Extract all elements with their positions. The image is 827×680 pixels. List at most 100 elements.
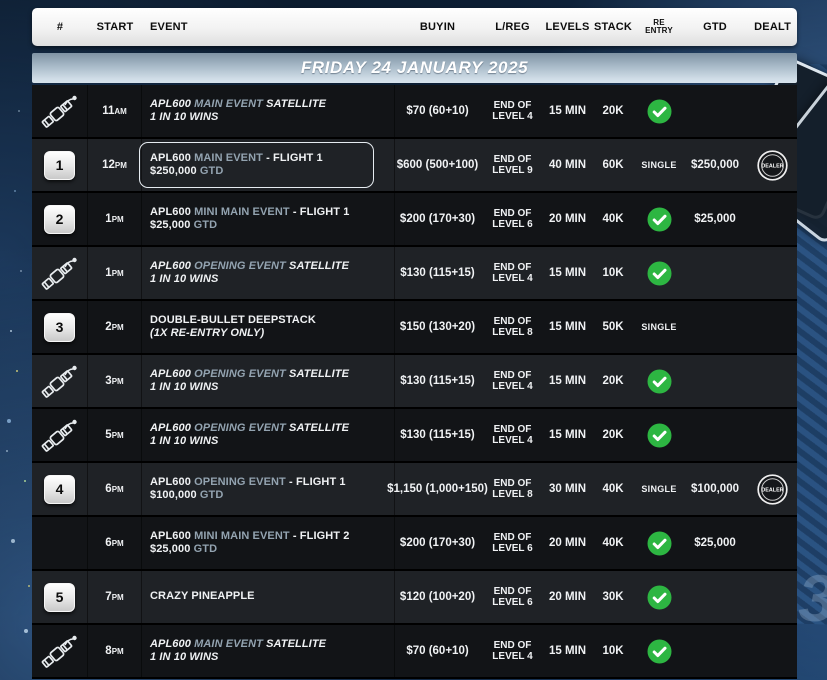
levels-cell: 30 MIN <box>545 463 590 515</box>
levels-value: 15 MIN <box>548 429 587 441</box>
late-reg-cell: END OF LEVEL 6 <box>480 571 545 623</box>
event-number-badge: 2 <box>44 204 75 234</box>
late-reg-value: END OF LEVEL 4 <box>492 99 533 123</box>
col-header-dealt: DEALT <box>754 21 791 33</box>
col-header-event: EVENT <box>150 21 188 33</box>
event-cell: APL600 MAIN EVENT SATELLITE 1 IN 10 WINS <box>142 625 395 677</box>
check-circle-icon <box>647 585 671 609</box>
event-number-badge: 5 <box>44 582 75 612</box>
event-cell: APL600 MAIN EVENT - FLIGHT 1 $250,000 GTD <box>139 139 395 191</box>
event-cell: APL600 MAIN EVENT SATELLITE 1 IN 10 WINS <box>142 85 395 137</box>
event-number-cell <box>32 85 88 137</box>
levels-cell: 15 MIN <box>545 409 590 461</box>
levels-cell: 20 MIN <box>545 517 590 569</box>
buyin-cell: $120 (100+20) <box>395 571 480 623</box>
schedule-row: 3PM APL600 OPENING EVENT SATELLITE 1 IN 10… <box>32 355 797 407</box>
reentry-cell <box>636 409 682 461</box>
dealt-cell <box>748 301 797 353</box>
buyin-value: $200 (170+30) <box>399 537 476 549</box>
start-time-cell: 2PM <box>88 301 142 353</box>
event-title-line: $25,000 GTD <box>150 219 218 231</box>
event-title: APL600 MINI MAIN EVENT - FLIGHT 2 $25,000… <box>150 530 350 557</box>
buyin-value: $130 (115+15) <box>400 375 475 387</box>
buyin-cell: $130 (115+15) <box>395 355 480 407</box>
late-reg-cell: END OF LEVEL 8 <box>480 463 545 515</box>
dealt-cell <box>748 409 797 461</box>
stack-value: 60K <box>602 159 624 171</box>
schedule-row: 5 7PM CRAZY PINEAPPLE $120 (100+20) END OF LE… <box>32 571 797 623</box>
reentry-cell <box>636 247 682 299</box>
gtd-cell <box>682 625 748 677</box>
gtd-cell <box>682 571 748 623</box>
buyin-value: $120 (100+20) <box>399 591 476 603</box>
buyin-value: $600 (500+100) <box>396 159 479 171</box>
event-cell: APL600 MINI MAIN EVENT - FLIGHT 1 $25,000… <box>142 193 395 245</box>
event-number-cell: 1 <box>32 139 88 191</box>
event-number-badge: 1 <box>44 150 75 180</box>
levels-value: 15 MIN <box>548 321 587 333</box>
event-number-cell <box>32 355 88 407</box>
event-number-cell: 4 <box>32 463 88 515</box>
stack-cell: 40K <box>590 463 636 515</box>
gtd-cell <box>682 247 748 299</box>
start-time: 8PM <box>105 645 124 657</box>
dealt-cell <box>748 85 797 137</box>
reentry-single-label: SINGLE <box>641 322 677 332</box>
gtd-cell: $25,000 <box>682 193 748 245</box>
levels-value: 20 MIN <box>548 591 587 603</box>
buyin-value: $130 (115+15) <box>400 429 475 441</box>
col-header-gtd: GTD <box>703 21 727 33</box>
levels-cell: 15 MIN <box>545 301 590 353</box>
event-number-cell <box>32 247 88 299</box>
start-time: 7PM <box>105 591 124 603</box>
event-cell: DOUBLE-BULLET DEEPSTACK (1X RE-ENTRY ONLY… <box>142 301 395 353</box>
start-time-cell: 8PM <box>88 625 142 677</box>
stack-value: 30K <box>602 591 624 603</box>
start-time-cell: 6PM <box>88 463 142 515</box>
stack-value: 40K <box>602 537 624 549</box>
buyin-value: $150 (130+20) <box>399 321 476 333</box>
late-reg-value: END OF LEVEL 4 <box>492 423 533 447</box>
satellite-icon <box>41 257 77 290</box>
event-title: APL600 OPENING EVENT - FLIGHT 1 $100,000 … <box>150 476 346 503</box>
reentry-cell <box>636 193 682 245</box>
start-time: 6PM <box>105 537 124 549</box>
highlight-box <box>139 142 374 188</box>
levels-cell: 15 MIN <box>545 85 590 137</box>
late-reg-value: END OF LEVEL 6 <box>492 207 533 231</box>
levels-cell: 15 MIN <box>545 247 590 299</box>
col-header-buyin: BUYIN <box>419 21 456 33</box>
col-header-reentry-line2: ENTRY <box>645 26 673 35</box>
late-reg-value: END OF LEVEL 6 <box>492 531 533 555</box>
date-banner: FRIDAY 24 JANUARY 2025 <box>32 53 797 83</box>
check-circle-icon <box>647 99 671 123</box>
buyin-cell: $1,150 (1,000+150) <box>387 463 488 515</box>
buyin-value: $200 (170+30) <box>399 213 476 225</box>
reentry-cell: SINGLE <box>636 463 682 515</box>
buyin-value: $70 (60+10) <box>406 105 469 117</box>
event-title-line: APL600 MAIN EVENT SATELLITE <box>150 97 327 110</box>
schedule-row: 5PM APL600 OPENING EVENT SATELLITE 1 IN 10… <box>32 409 797 461</box>
levels-value: 15 MIN <box>548 267 587 279</box>
stack-value: 50K <box>602 321 624 333</box>
event-title: CRAZY PINEAPPLE <box>150 590 255 604</box>
col-header-levels: LEVELS <box>545 21 590 33</box>
schedule-row: 2 1PM APL600 MINI MAIN EVENT - FLIGHT 1 $25… <box>32 193 797 245</box>
levels-cell: 40 MIN <box>545 139 590 191</box>
event-title-line: APL600 OPENING EVENT SATELLITE <box>150 367 350 380</box>
event-cell: APL600 OPENING EVENT SATELLITE 1 IN 10 WI… <box>142 247 395 299</box>
late-reg-value: END OF LEVEL 8 <box>492 315 533 339</box>
schedule-row: 6PM APL600 MINI MAIN EVENT - FLIGHT 2 $25,… <box>32 517 797 569</box>
event-cell: CRAZY PINEAPPLE <box>142 571 395 623</box>
schedule-row: 1PM APL600 OPENING EVENT SATELLITE 1 IN 10… <box>32 247 797 299</box>
gtd-cell <box>682 409 748 461</box>
levels-value: 40 MIN <box>548 159 587 171</box>
reentry-single-label: SINGLE <box>641 160 677 170</box>
gtd-value: $25,000 <box>694 537 736 549</box>
check-circle-icon <box>647 423 671 447</box>
buyin-value: $70 (60+10) <box>406 645 469 657</box>
dealer-button-icon: DEALER <box>757 473 788 505</box>
check-circle-icon <box>647 261 671 285</box>
event-title: APL600 OPENING EVENT SATELLITE 1 IN 10 WI… <box>150 260 349 287</box>
stack-cell: 10K <box>590 247 636 299</box>
